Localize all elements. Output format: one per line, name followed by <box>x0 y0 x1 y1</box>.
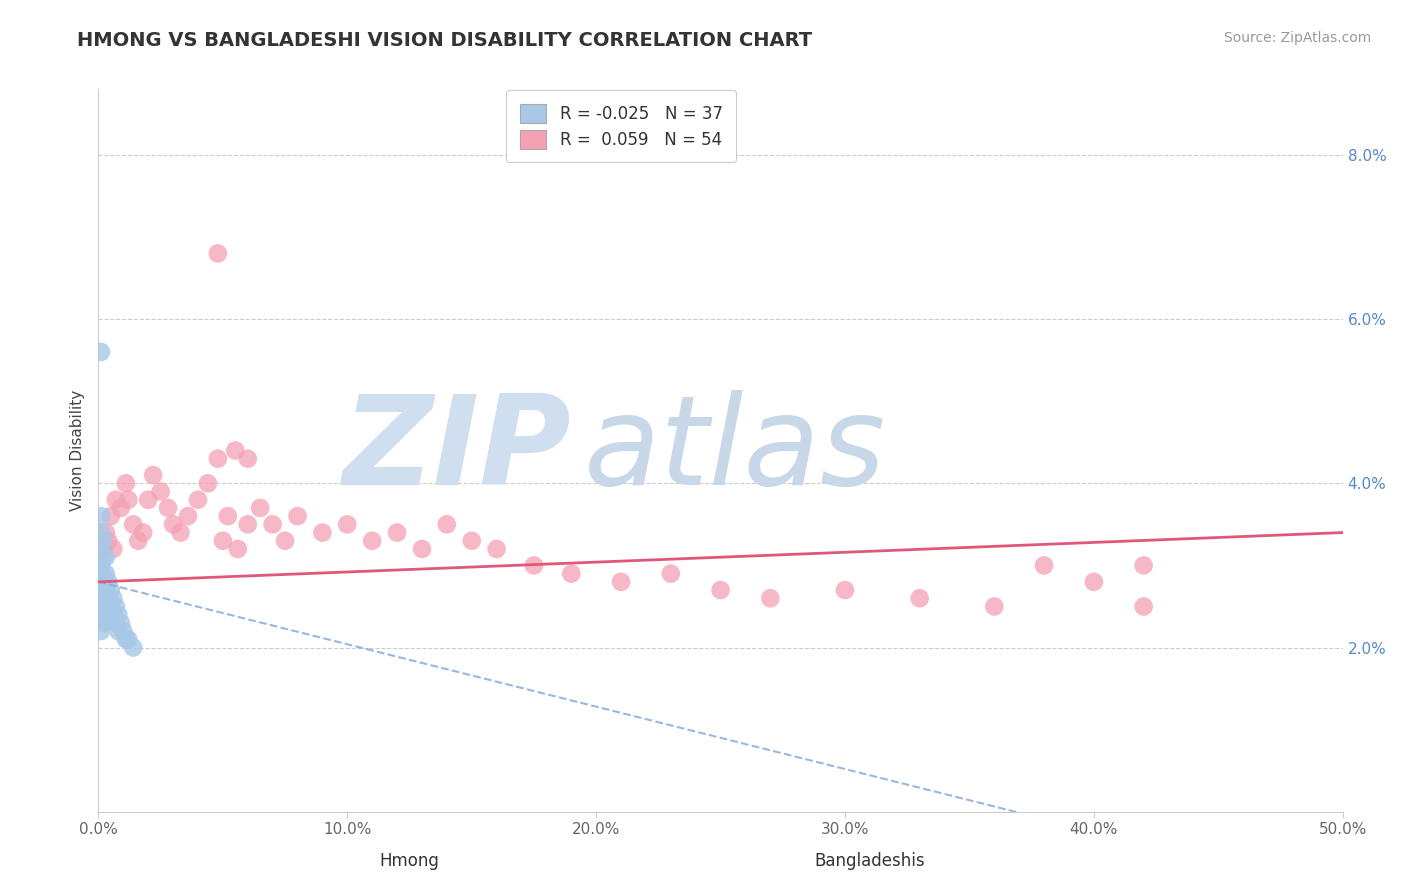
Point <box>90 509 112 524</box>
Point <box>132 525 155 540</box>
Point <box>107 624 129 639</box>
Point <box>226 541 249 556</box>
Point <box>90 574 112 589</box>
Point <box>236 517 259 532</box>
Point <box>983 599 1005 614</box>
Point <box>834 582 856 597</box>
Point <box>90 345 112 359</box>
Point <box>112 624 135 639</box>
Point <box>103 591 125 606</box>
Point <box>90 525 112 540</box>
Legend: R = -0.025   N = 37, R =  0.059   N = 54: R = -0.025 N = 37, R = 0.059 N = 54 <box>506 90 735 162</box>
Point <box>93 566 115 581</box>
Point <box>93 533 115 548</box>
Point <box>262 517 284 532</box>
Point <box>114 632 136 647</box>
Point <box>149 484 172 499</box>
Point <box>759 591 782 606</box>
Y-axis label: Vision Disability: Vision Disability <box>69 390 84 511</box>
Point <box>103 541 125 556</box>
Point <box>94 525 117 540</box>
Point <box>90 591 112 606</box>
Point <box>207 246 229 260</box>
Point <box>117 632 139 647</box>
Point <box>90 541 112 556</box>
Point <box>93 615 115 630</box>
Point <box>110 500 132 515</box>
Point <box>103 607 125 622</box>
Point <box>110 615 132 630</box>
Point <box>1083 574 1105 589</box>
Point <box>411 541 433 556</box>
Point <box>385 525 408 540</box>
Point <box>142 468 165 483</box>
Point <box>560 566 582 581</box>
Point <box>610 574 633 589</box>
Point <box>104 615 127 630</box>
Point <box>249 500 271 515</box>
Point <box>224 443 246 458</box>
Point <box>217 509 239 524</box>
Point <box>523 558 546 573</box>
Point <box>287 509 309 524</box>
Point <box>94 599 117 614</box>
Point <box>97 533 120 548</box>
Point <box>659 566 682 581</box>
Point <box>94 550 117 565</box>
Point <box>93 541 115 556</box>
Text: Hmong: Hmong <box>380 852 440 870</box>
Point <box>100 582 122 597</box>
Point <box>207 451 229 466</box>
Point <box>336 517 359 532</box>
Point <box>460 533 484 548</box>
Point <box>1132 558 1154 573</box>
Point <box>1132 599 1154 614</box>
Point <box>122 517 145 532</box>
Point <box>211 533 233 548</box>
Point <box>361 533 384 548</box>
Text: Source: ZipAtlas.com: Source: ZipAtlas.com <box>1223 31 1371 45</box>
Point <box>97 574 120 589</box>
Point <box>127 533 149 548</box>
Point <box>93 550 115 565</box>
Point <box>311 525 333 540</box>
Point <box>187 492 209 507</box>
Point <box>177 509 200 524</box>
Point <box>114 476 136 491</box>
Point <box>117 492 139 507</box>
Point <box>162 517 184 532</box>
Point <box>436 517 458 532</box>
Point <box>274 533 297 548</box>
Point <box>104 599 127 614</box>
Point <box>94 615 117 630</box>
Point <box>236 451 259 466</box>
Point <box>93 582 115 597</box>
Text: Bangladeshis: Bangladeshis <box>814 852 925 870</box>
Point <box>908 591 931 606</box>
Point <box>710 582 733 597</box>
Point <box>100 509 122 524</box>
Point <box>1033 558 1056 573</box>
Point <box>169 525 191 540</box>
Point <box>93 599 115 614</box>
Point <box>100 599 122 614</box>
Point <box>122 640 145 655</box>
Point <box>97 607 120 622</box>
Text: ZIP: ZIP <box>343 390 571 511</box>
Point <box>94 566 117 581</box>
Point <box>90 607 112 622</box>
Text: HMONG VS BANGLADESHI VISION DISABILITY CORRELATION CHART: HMONG VS BANGLADESHI VISION DISABILITY C… <box>77 31 813 50</box>
Point <box>97 591 120 606</box>
Text: atlas: atlas <box>583 390 886 511</box>
Point <box>157 500 180 515</box>
Point <box>136 492 159 507</box>
Point <box>90 624 112 639</box>
Point <box>90 558 112 573</box>
Point <box>197 476 219 491</box>
Point <box>94 582 117 597</box>
Point <box>107 607 129 622</box>
Point <box>485 541 508 556</box>
Point <box>90 558 112 573</box>
Point <box>104 492 127 507</box>
